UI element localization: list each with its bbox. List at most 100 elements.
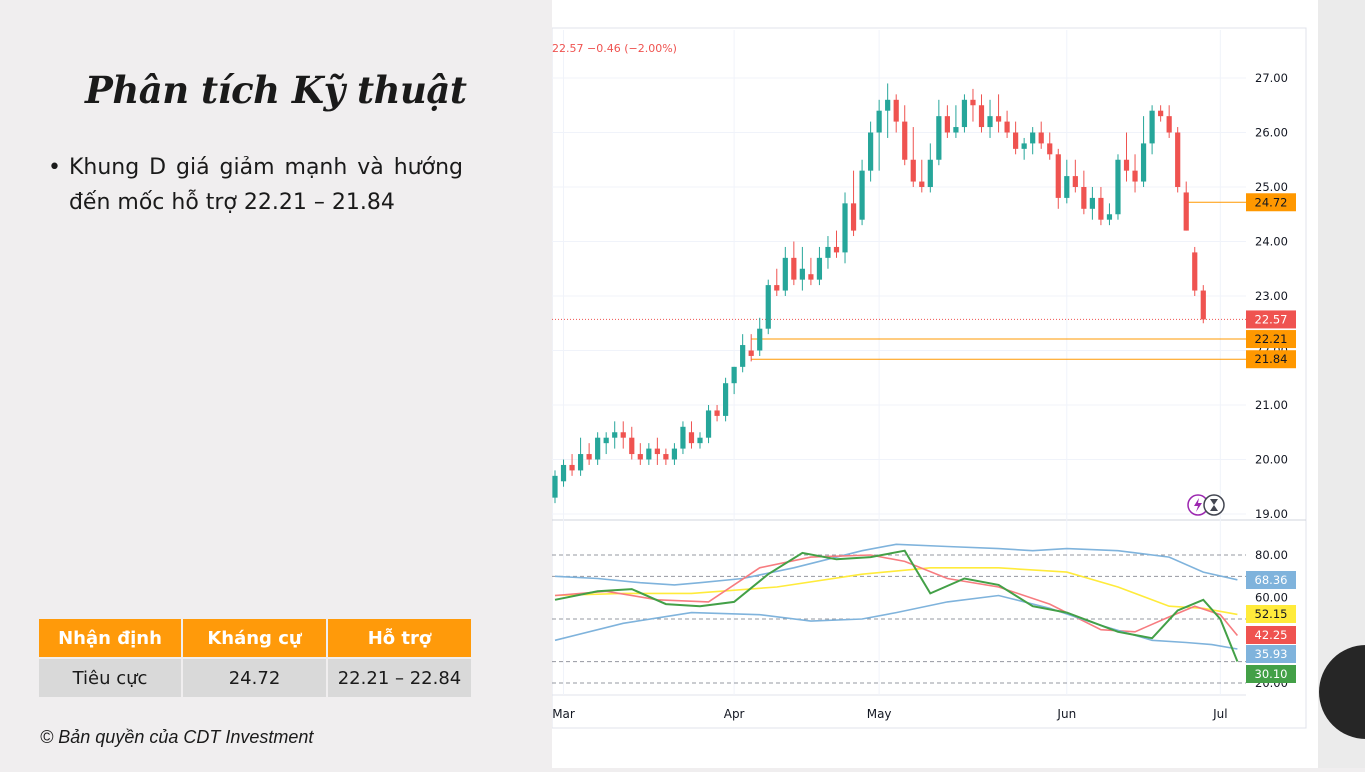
candle-body <box>671 448 678 460</box>
month-label: Apr <box>724 707 745 721</box>
candle-body <box>1183 192 1189 231</box>
candle-body <box>1175 132 1181 187</box>
candle-body <box>740 345 746 367</box>
level-tag <box>1246 350 1296 369</box>
candle-body <box>1021 143 1027 149</box>
candle-body <box>1047 143 1053 155</box>
indicator-controls[interactable] <box>1187 494 1225 516</box>
indicator-series <box>554 543 1239 662</box>
bullet-dot-icon: • <box>48 155 61 180</box>
right-margin-strip <box>1318 0 1365 768</box>
slide-text-panel: Phân tích Kỹ thuật • Khung D giá giảm mạ… <box>0 0 552 768</box>
candle-body <box>612 432 618 438</box>
indicator-value-tag <box>1246 665 1296 683</box>
candle-body <box>859 170 865 220</box>
annotation-layer <box>552 201 1246 360</box>
header-support: Hỗ trợ <box>328 619 471 657</box>
month-label: Jun <box>1056 707 1076 721</box>
indicator-value-tag <box>1246 626 1296 644</box>
indicator-value-tag <box>1246 645 1296 663</box>
candle-body <box>953 127 959 133</box>
candle-body <box>560 464 567 482</box>
indicator-value-label: 30.10 <box>1255 667 1288 681</box>
price-tick-label: 21.00 <box>1255 398 1288 412</box>
candle-body <box>919 181 925 187</box>
price-tick-label: 19.00 <box>1255 507 1288 521</box>
candle-body <box>663 454 669 460</box>
candle-body <box>825 246 831 258</box>
candle-body <box>791 257 797 280</box>
indicator-tick-label: 80.00 <box>1255 548 1288 562</box>
candle-body <box>765 285 771 329</box>
level-tag-label: 21.84 <box>1255 352 1288 366</box>
candle-body <box>569 464 575 471</box>
candle-body <box>688 432 695 444</box>
candle-body <box>603 437 609 444</box>
candle-body <box>799 268 805 280</box>
indicator-value-label: 42.25 <box>1255 628 1288 642</box>
bullet-text: Khung D giá giảm mạnh và hướng đến mốc h… <box>68 155 463 215</box>
hourglass-glyph <box>1210 499 1218 511</box>
candle-body <box>1140 143 1147 182</box>
indicator-line <box>554 549 1239 662</box>
slide-title: Phân tích Kỹ thuật <box>85 68 467 112</box>
indicator-value-tag <box>1246 571 1296 589</box>
candle-body <box>697 437 703 444</box>
table-header-row: Nhận định Kháng cự Hỗ trợ <box>39 619 471 657</box>
candle-body <box>1166 116 1172 133</box>
candle-body <box>595 437 601 460</box>
candle-body <box>1064 176 1070 198</box>
candle-body <box>893 99 899 122</box>
candle-body <box>936 116 942 160</box>
price-tick-label: 25.00 <box>1255 180 1288 194</box>
candle-body <box>552 475 558 498</box>
candle-body <box>620 432 626 438</box>
candle-body <box>654 448 660 455</box>
analysis-bullet: • Khung D giá giảm mạnh và hướng đến mốc… <box>48 150 463 220</box>
candle-body <box>629 437 635 455</box>
price-chart[interactable]: 27.0026.0025.0024.0023.0022.0021.0020.00… <box>551 0 1318 768</box>
indicator-value-label: 35.93 <box>1255 647 1288 661</box>
price-tick-label: 27.00 <box>1255 71 1288 85</box>
price-change-header: 22.57 −0.46 (−2.00%) <box>552 42 677 55</box>
candle-body <box>808 274 814 280</box>
chart-panel: 27.0026.0025.0024.0023.0022.0021.0020.00… <box>551 0 1318 768</box>
candle-body <box>910 159 916 182</box>
month-label: Jul <box>1212 707 1227 721</box>
candle-body <box>1098 197 1104 220</box>
hourglass-icon[interactable] <box>1203 494 1225 516</box>
candle-body <box>995 116 1002 122</box>
indicator-value-label: 52.15 <box>1255 607 1288 621</box>
candle-body <box>731 366 737 384</box>
candle-body <box>961 99 968 128</box>
candle-body <box>1004 121 1010 133</box>
last-price-label: 22.57 <box>1255 312 1288 326</box>
candle-body <box>577 454 584 471</box>
price-tick-label: 26.00 <box>1255 126 1288 140</box>
cell-support: 22.21 – 22.84 <box>328 659 471 697</box>
candle-body <box>987 116 993 128</box>
candle-body <box>1072 176 1078 187</box>
candle-body <box>1089 197 1095 209</box>
candle-body <box>1115 159 1121 215</box>
candle-body <box>902 121 908 160</box>
price-tags: 24.72 22.21 21.84 22.57 68.36 52.15 42.25 35.93… <box>1246 193 1296 683</box>
summary-table: Nhận định Kháng cự Hỗ trợ Tiêu cực 24.72… <box>37 617 473 699</box>
level-tag <box>1246 330 1296 349</box>
candle-body <box>944 116 950 133</box>
candle-body <box>757 328 763 351</box>
candlestick-series <box>552 83 1206 504</box>
lightning-glyph <box>1194 498 1202 512</box>
candle-body <box>833 246 840 253</box>
candle-body <box>868 132 874 171</box>
cell-resistance: 24.72 <box>183 659 326 697</box>
price-tick-label: 20.00 <box>1255 453 1288 467</box>
candle-body <box>850 203 857 231</box>
candle-body <box>748 350 754 356</box>
indicator-line <box>554 543 1238 586</box>
candle-body <box>842 203 848 253</box>
level-tag-label: 22.21 <box>1255 332 1288 346</box>
candle-body <box>1106 214 1113 220</box>
candle-body <box>774 285 780 291</box>
candle-body <box>714 410 720 416</box>
